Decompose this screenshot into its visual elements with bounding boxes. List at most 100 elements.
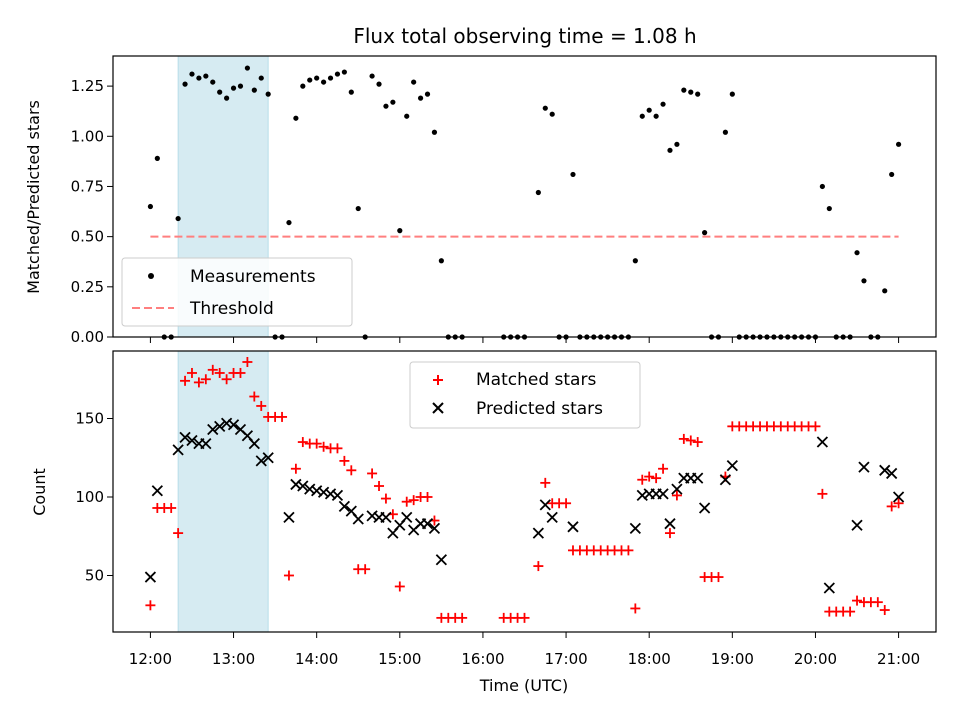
matched-star-point [193, 377, 204, 388]
matched-star-point [651, 473, 662, 484]
predicted-star-point [567, 521, 579, 533]
matched-star-point [630, 603, 641, 614]
matched-stars-points [145, 356, 904, 623]
measurement-point [147, 203, 154, 210]
x-tick-label: 16:00 [461, 650, 504, 668]
measurement-point [411, 79, 417, 85]
measurement-point [438, 258, 444, 264]
bottom-y-axis-label: Count [30, 468, 49, 516]
predicted-star-point [200, 437, 212, 450]
predicted-star-point [671, 483, 683, 495]
measurement-point [646, 107, 652, 113]
shaded-band [177, 350, 269, 633]
measurement-point [660, 101, 666, 107]
measurement-point [702, 230, 708, 236]
matched-star-point [173, 528, 184, 539]
matched-star-point [457, 612, 468, 623]
predicted-stars-points [144, 417, 905, 594]
predicted-star-point [297, 480, 309, 492]
matched-star-point [311, 438, 322, 449]
predicted-star-point [311, 485, 323, 497]
x-tick-label: 17:00 [544, 650, 587, 668]
bottom-shaded-region [177, 350, 269, 633]
measurement-point [882, 288, 888, 294]
matched-star-point [664, 528, 675, 539]
matched-star-point [290, 463, 301, 474]
measurement-point [369, 73, 375, 79]
measurement-point [182, 81, 188, 87]
predicted-star-point [532, 527, 544, 539]
measurement-point [653, 113, 659, 119]
matched-star-point [533, 561, 544, 572]
predicted-star-point [324, 488, 337, 500]
top-panel: 0.00 0.25 0.50 0.75 1.00 1.25 Matched/Predict… [24, 55, 937, 346]
measurement-point [244, 65, 250, 71]
measurement-point [390, 99, 396, 105]
measurement-point [695, 91, 701, 97]
predicted-star-point [858, 461, 870, 473]
matched-star-point [401, 496, 412, 507]
matched-star-point [872, 597, 883, 608]
measurement-point [632, 258, 638, 264]
measurement-point [224, 95, 230, 101]
measurement-point [307, 77, 313, 83]
matched-star-point [852, 595, 863, 606]
matched-star-point [810, 421, 821, 432]
predicted-star-point [262, 452, 274, 464]
matched-star-point [346, 465, 357, 476]
matched-star-point [519, 612, 530, 623]
y-tick-label: 0.00 [71, 328, 104, 346]
predicted-star-point [207, 423, 219, 436]
x-tick-label: 14:00 [295, 650, 338, 668]
measurement-point [826, 205, 832, 212]
y-tick-label: 1.00 [71, 127, 104, 145]
predicted-star-point [539, 499, 551, 511]
predicted-legend-marker [432, 402, 444, 414]
measurement-point [889, 171, 895, 178]
predicted-legend-label: Predicted stars [476, 399, 603, 419]
measurement-point [258, 75, 264, 81]
predicted-star-point [401, 511, 413, 524]
measurement-point [189, 71, 195, 77]
measurement-point [251, 87, 257, 93]
matched-star-point [658, 463, 669, 474]
predicted-star-point [421, 518, 434, 530]
bottom-x-ticks: 12:00 13:00 14:00 15:00 16:00 17:00 18:00 19:00… [129, 632, 920, 668]
matched-star-point [186, 367, 197, 378]
predicted-star-point [380, 511, 392, 524]
predicted-star-point [214, 420, 226, 432]
measurement-point [300, 83, 306, 89]
matched-star-point [145, 600, 156, 611]
matched-legend-marker [433, 375, 443, 385]
matched-star-point [207, 364, 218, 375]
predicted-star-point [290, 478, 302, 491]
top-y-axis-label: Matched/Predicted stars [24, 100, 43, 294]
predicted-star-point [255, 455, 267, 467]
matched-star-point [235, 367, 246, 378]
measurement-point [570, 171, 576, 178]
matched-star-point [221, 374, 232, 385]
matched-star-point [283, 570, 294, 581]
matched-star-point [408, 495, 419, 506]
measurement-point [542, 105, 548, 111]
measurement-point [196, 75, 202, 81]
measurement-point [535, 189, 541, 196]
matched-star-point [249, 391, 260, 402]
measurement-point [397, 228, 403, 234]
y-tick-label: 100 [75, 488, 104, 506]
measurement-point [549, 111, 555, 117]
measurement-point [203, 73, 209, 79]
measurement-point [639, 113, 645, 119]
measurement-point [175, 215, 181, 222]
predicted-star-point [698, 502, 711, 514]
predicted-star-point [879, 464, 891, 476]
measurement-point [417, 95, 424, 101]
measurement-point [819, 183, 825, 190]
y-tick-label: 0.25 [71, 278, 104, 296]
measurement-point [404, 113, 410, 119]
y-tick-label: 1.25 [71, 77, 104, 95]
matched-star-point [623, 545, 634, 556]
matched-star-point [374, 481, 385, 492]
matched-star-point [692, 437, 703, 448]
